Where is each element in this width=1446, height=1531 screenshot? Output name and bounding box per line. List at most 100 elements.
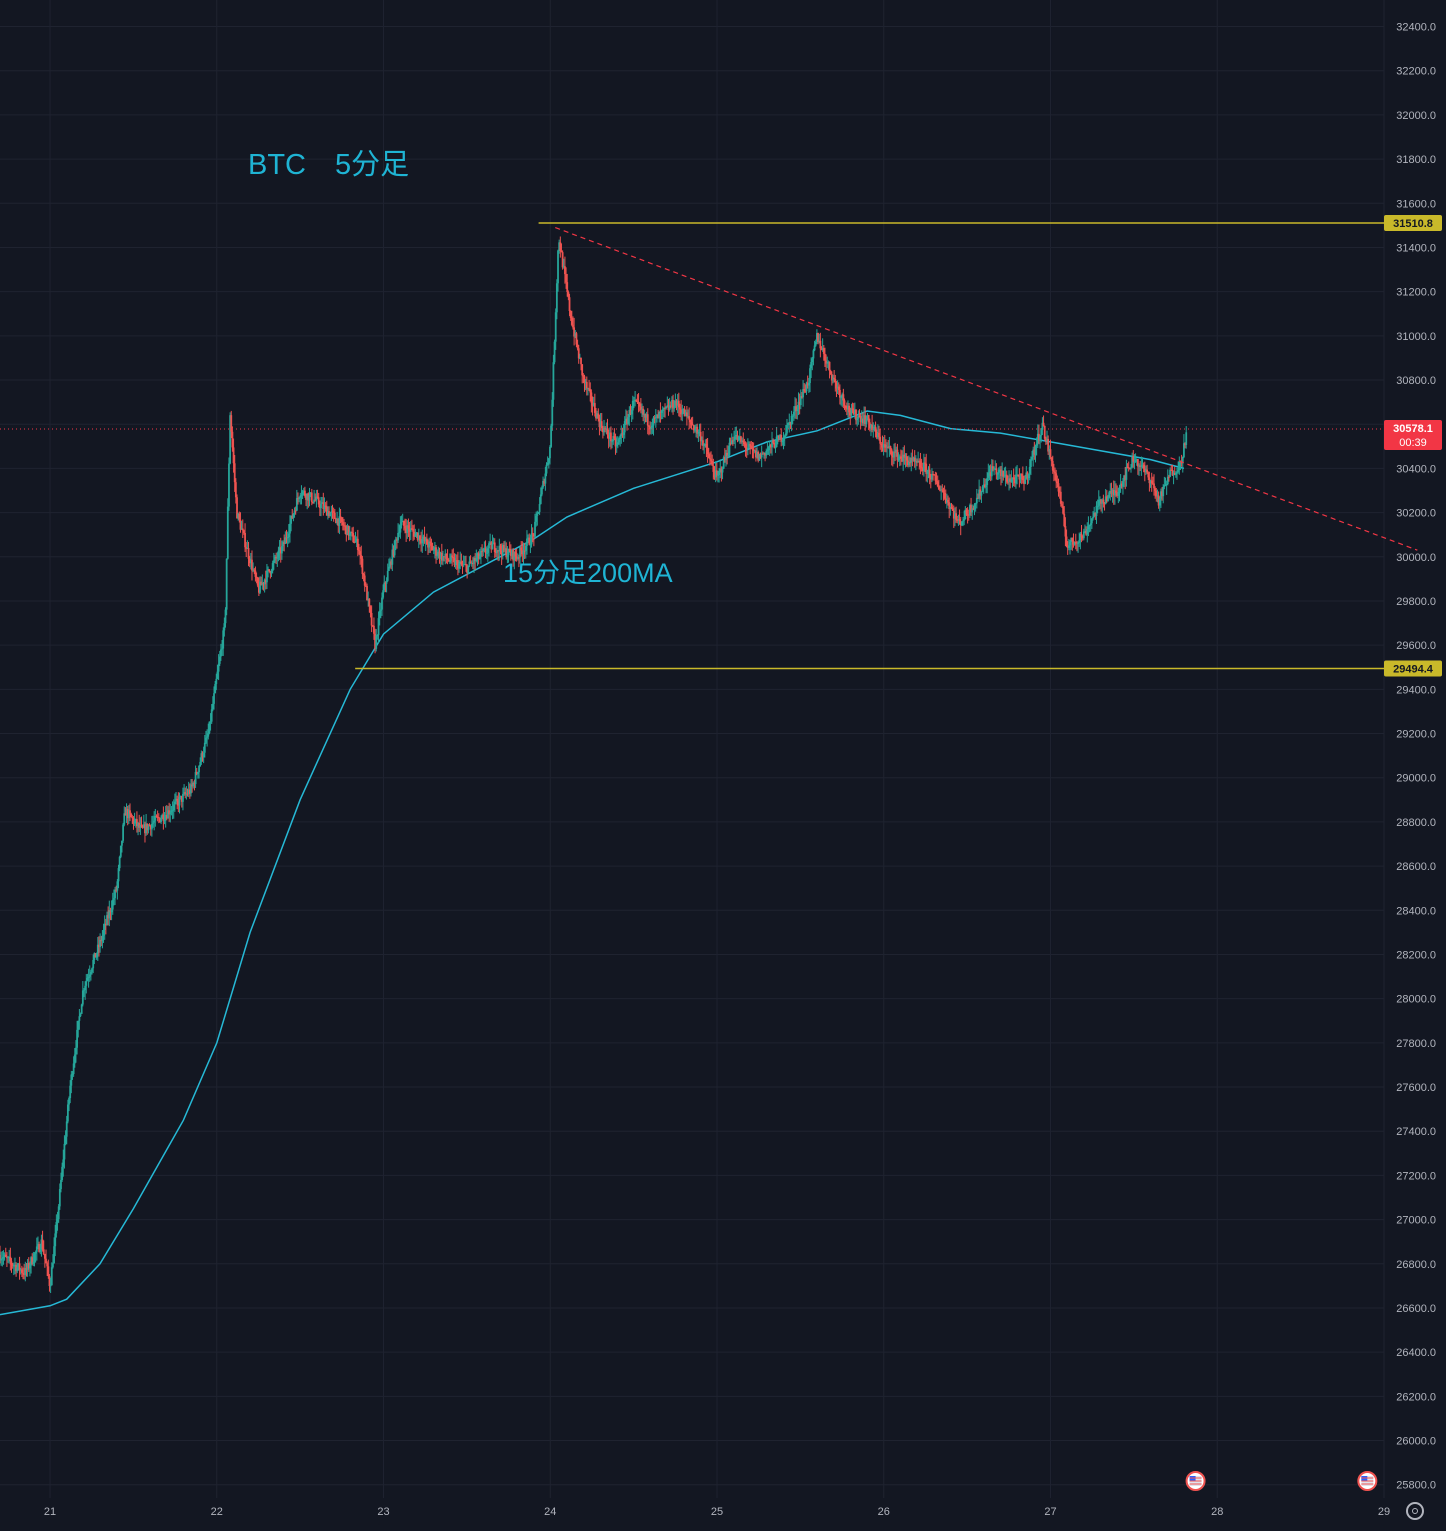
candle-body <box>369 606 372 613</box>
candle-body <box>631 400 634 411</box>
candle-body <box>78 1016 81 1021</box>
candle-body <box>450 555 452 562</box>
candle-body <box>1044 438 1047 441</box>
candle-body <box>568 297 571 312</box>
price-axis[interactable]: 25800.0 26000.0 26200.0 26400.0 26600.0 26800… <box>1396 22 1436 1492</box>
candle-body <box>649 426 651 430</box>
candle-body <box>1149 480 1152 484</box>
trend-layer[interactable] <box>555 227 1418 551</box>
candle-body <box>57 1206 60 1220</box>
candle-body <box>936 481 939 487</box>
candle-body <box>481 551 483 553</box>
candle-body <box>611 441 613 443</box>
candle-body <box>255 576 258 578</box>
candle-body <box>1116 492 1119 496</box>
candle-body <box>944 498 947 503</box>
candle-body <box>241 528 244 531</box>
candle-body <box>15 1264 18 1272</box>
candle-body <box>858 415 861 417</box>
candle-body <box>0 1254 1 1261</box>
candle-body <box>871 424 874 431</box>
candle-body <box>313 499 316 503</box>
candle-body <box>1053 470 1055 472</box>
candle-body <box>803 389 806 391</box>
candle-body <box>236 497 238 519</box>
candle-body <box>45 1258 47 1264</box>
candle-body <box>666 405 669 407</box>
candle-body <box>290 515 292 524</box>
candle-body <box>316 496 319 498</box>
candle-body <box>53 1246 55 1264</box>
candle-body <box>161 814 164 819</box>
candle-body <box>676 400 679 406</box>
candle-body <box>171 810 174 812</box>
candle-body <box>998 469 1001 471</box>
candle-body <box>598 418 601 428</box>
level-layer[interactable] <box>0 222 1384 670</box>
candle-body <box>735 434 738 437</box>
candle-body <box>65 1121 68 1137</box>
candle-body <box>361 558 364 575</box>
candle-body <box>299 495 302 498</box>
candle-body <box>918 460 921 462</box>
candle-body <box>69 1085 72 1099</box>
candle-body <box>933 474 936 476</box>
candle-body <box>1150 480 1153 484</box>
candle-body <box>238 513 241 520</box>
candle-body <box>509 551 512 556</box>
candle-body <box>321 502 324 504</box>
candle-body <box>809 368 811 383</box>
y-tick-label: 27600.0 <box>1396 1082 1436 1094</box>
candle-body <box>1108 492 1111 498</box>
candle-body <box>664 407 666 409</box>
candle-body <box>271 563 274 572</box>
candle-body <box>275 556 278 559</box>
candle-body <box>675 400 678 406</box>
candle-body <box>1055 473 1058 482</box>
candle-body <box>608 432 611 439</box>
candle-body <box>1078 540 1081 543</box>
us-flag-icon[interactable] <box>1185 1471 1206 1491</box>
candle-body <box>302 490 305 492</box>
candle-body <box>266 570 268 583</box>
candle-body <box>1128 467 1131 469</box>
candle-body <box>948 502 951 510</box>
candle-body <box>757 452 760 461</box>
candle-body <box>18 1263 21 1271</box>
candle-body <box>390 561 393 565</box>
y-tick-label: 26000.0 <box>1396 1436 1436 1448</box>
candle-body <box>771 440 773 448</box>
candle-body <box>1065 536 1068 547</box>
candle-body <box>327 511 329 516</box>
event-markers[interactable] <box>1185 1471 1378 1491</box>
candle-body <box>812 350 815 359</box>
x-tick-label: 29 <box>1378 1506 1390 1518</box>
candle-body <box>32 1261 35 1264</box>
candle-body <box>973 504 976 510</box>
candle-body <box>925 463 928 474</box>
candle-body <box>425 538 428 545</box>
descending-trendline[interactable] <box>555 227 1418 551</box>
level-price-tag <box>1384 214 1442 231</box>
candle-body <box>457 560 459 569</box>
candle-body <box>240 528 243 530</box>
current-price-label: 30578.1 <box>1393 423 1433 435</box>
candle-body <box>623 421 626 433</box>
candle-body <box>783 435 786 438</box>
settings-gear-icon[interactable] <box>1406 1502 1424 1520</box>
candle-body <box>196 772 199 774</box>
us-flag-icon[interactable] <box>1357 1471 1378 1491</box>
candle-body <box>613 436 616 439</box>
candle-body <box>1178 461 1181 471</box>
candle-body <box>574 333 577 337</box>
candle-body <box>1160 491 1162 499</box>
candle-body <box>541 487 543 495</box>
candle-body <box>493 542 496 553</box>
candle-body <box>578 358 581 360</box>
candle-body <box>1156 495 1159 497</box>
candle-body <box>652 417 655 426</box>
time-axis[interactable]: 21 22 23 24 25 26 27 28 29 <box>44 1506 1390 1518</box>
candle-body <box>420 540 423 544</box>
